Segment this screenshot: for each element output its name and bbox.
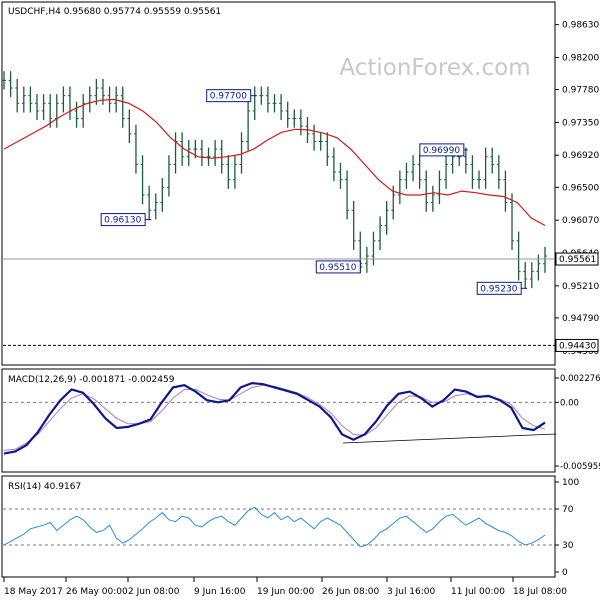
- annotation-box: [100, 213, 146, 227]
- price-tick-label: 0.97780: [562, 86, 599, 96]
- macd-trendline: [342, 433, 557, 444]
- time-tick-label: 3 Jul 16:00: [387, 587, 436, 597]
- macd-tick-label: -0.005959: [560, 462, 600, 472]
- price-tick-label: 0.95210: [562, 282, 599, 292]
- annotation-label: 0.95510: [319, 263, 356, 273]
- annotation-box: [315, 260, 361, 274]
- chart-header: USDCHF,H4 0.95680 0.95774 0.95559 0.9556…: [8, 7, 221, 17]
- price-tick-label: 0.98630: [562, 21, 599, 31]
- rsi-panel: [1, 475, 556, 578]
- support-label: 0.94430: [559, 341, 596, 351]
- watermark: ActionForex.com: [339, 55, 530, 81]
- annotation-label: 0.97700: [210, 92, 247, 102]
- price-tick-label: 0.96920: [562, 151, 599, 161]
- macd-tick-label: 0.002276: [560, 374, 600, 384]
- price-bars: [2, 71, 547, 289]
- price-tick-label: 0.94790: [562, 314, 599, 324]
- macd-lines: [3, 381, 546, 455]
- rsi-title: RSI(14) 40.9167: [8, 482, 81, 492]
- price-tick-label: 0.96070: [562, 216, 599, 226]
- macd-main-line: [3, 381, 546, 455]
- macd-tick-label: 0.00: [560, 398, 579, 408]
- rsi-line: [3, 506, 546, 548]
- rsi-tick-label: 0: [562, 568, 568, 578]
- ohlc-values: 0.95680 0.95774 0.95559 0.95561: [64, 7, 221, 17]
- annotation-box: [476, 281, 522, 295]
- time-tick-label: 11 Jul 00:00: [451, 587, 505, 597]
- moving-average-line: [3, 98, 546, 227]
- price-tick-label: 0.96500: [562, 183, 599, 193]
- time-tick-label: 2 Jun 08:00: [128, 587, 180, 597]
- current-price-box: [555, 252, 599, 266]
- rsi-series-line: [3, 506, 546, 548]
- rsi-tick-label: 30: [562, 541, 574, 551]
- macd-title: MACD(12,26,9) -0.001871 -0.002459: [8, 375, 175, 385]
- rsi-tick-label: 70: [562, 505, 574, 515]
- annotation-label: 0.96130: [104, 216, 141, 226]
- current-price-label: 0.95561: [559, 255, 596, 265]
- time-tick-label: 26 Jun 08:00: [322, 587, 379, 597]
- price-levels: 0.95561 0.94430: [3, 252, 599, 352]
- moving-average: [3, 98, 546, 227]
- time-tick-label: 9 Jun 16:00: [194, 587, 246, 597]
- time-tick-label: 18 Jul 08:00: [513, 587, 567, 597]
- annotation-box: [419, 143, 465, 157]
- swing-annotations: 0.97700 0.96130 0.95510 0.96990 0.95230: [100, 89, 528, 295]
- price-axis: 0.98630 0.98200 0.97780 0.97350 0.96920 0.965…: [555, 21, 599, 357]
- price-panel: [1, 1, 556, 366]
- support-box: [555, 338, 599, 352]
- time-tick-label: 18 May 2017: [4, 587, 63, 597]
- price-tick-label: 0.98200: [562, 53, 599, 63]
- price-tick-label: 0.97350: [562, 118, 599, 128]
- annotation-label: 0.96990: [423, 146, 460, 156]
- macd-axis: 0.002276 0.00 -0.005959: [3, 374, 600, 472]
- annotation-label: 0.95230: [480, 284, 517, 294]
- time-tick-label: 26 May 00:00: [66, 587, 128, 597]
- rsi-axis: 100 70 30 0: [3, 478, 579, 578]
- macd-panel: [1, 368, 556, 473]
- rsi-tick-label: 100: [562, 478, 579, 488]
- time-tick-label: 19 Jun 00:00: [257, 587, 314, 597]
- time-axis: 18 May 2017 26 May 00:00 2 Jun 08:00 9 Jun …: [3, 577, 567, 597]
- symbol-label: USDCHF,H4: [8, 7, 61, 17]
- annotation-box: [206, 89, 252, 103]
